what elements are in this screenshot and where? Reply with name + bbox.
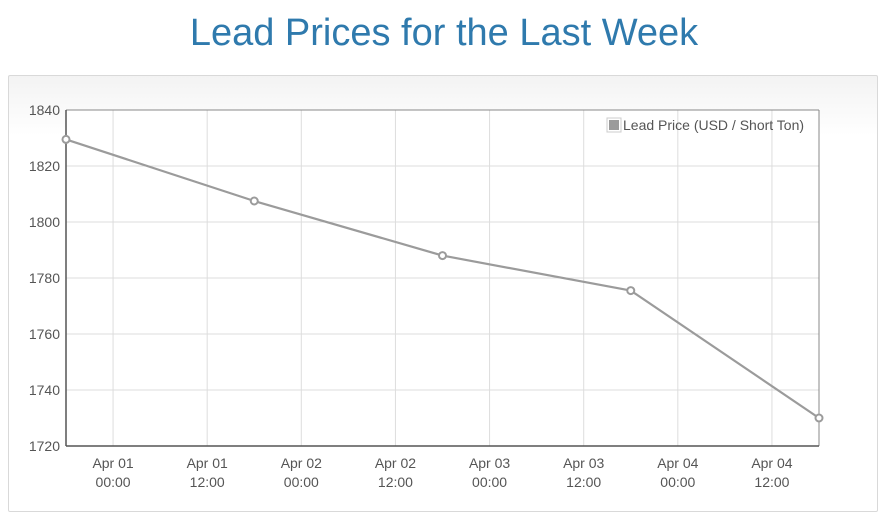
x-tick-label: Apr 02 12:00 [375, 455, 416, 490]
y-tick-label: 1720 [29, 438, 60, 454]
data-point [249, 196, 259, 206]
data-point [61, 134, 71, 144]
x-tick-label: Apr 03 12:00 [563, 455, 604, 490]
legend-swatch [609, 120, 619, 130]
y-tick-label: 1820 [29, 158, 60, 174]
page-title: Lead Prices for the Last Week [189, 12, 699, 54]
x-tick-label: Apr 04 00:00 [657, 455, 698, 490]
y-tick-label: 1740 [29, 382, 60, 398]
y-tick-label: 1800 [29, 214, 60, 230]
x-tick-label: Apr 02 00:00 [281, 455, 322, 490]
legend-label: Lead Price (USD / Short Ton) [623, 117, 804, 133]
y-tick-label: 1780 [29, 270, 60, 286]
x-tick-label: Apr 01 00:00 [92, 455, 133, 490]
x-tick-label: Apr 04 12:00 [751, 455, 792, 490]
data-point [438, 251, 447, 261]
x-tick-label: Apr 03 00:00 [469, 455, 510, 490]
data-point [626, 286, 636, 296]
x-tick-label: Apr 01 12:00 [187, 455, 228, 490]
y-tick-label: 1760 [29, 326, 60, 342]
data-point [814, 413, 824, 423]
y-tick-label: 1840 [29, 102, 60, 118]
